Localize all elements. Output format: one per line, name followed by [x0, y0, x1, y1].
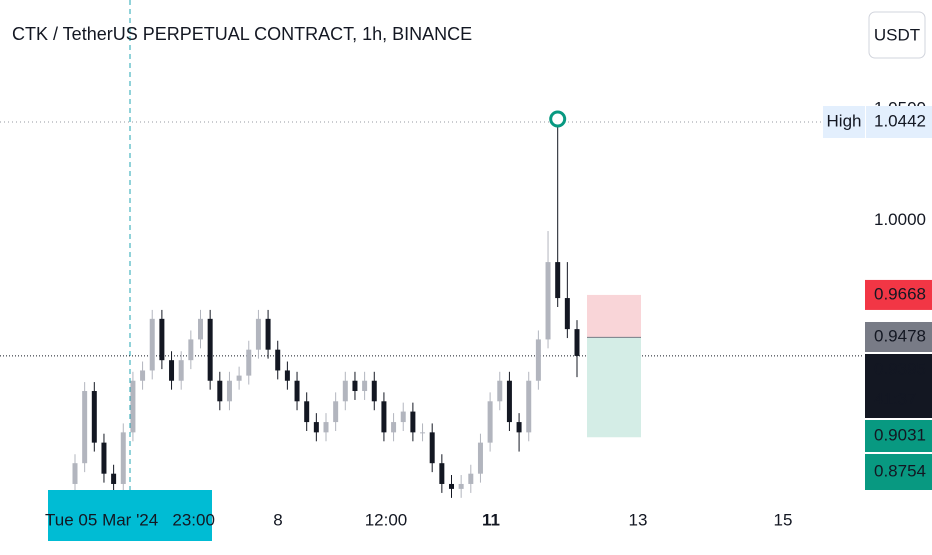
countdown-label: 41:37 [874, 389, 917, 408]
high-label-box [823, 105, 865, 138]
x-tick-label: 13 [629, 510, 648, 529]
high-value: 1.0442 [874, 111, 926, 130]
candle-body [458, 483, 464, 489]
candle-body [111, 473, 117, 484]
candle-body [284, 370, 290, 381]
high-marker [549, 110, 567, 128]
candle-body [526, 380, 532, 433]
candle-body [371, 380, 377, 402]
price-label: 0.9395 [874, 359, 926, 378]
candle-body [323, 422, 329, 433]
candle-body [391, 422, 397, 433]
candle-body [207, 318, 213, 381]
candle-body [178, 360, 184, 381]
crosshair-time-box [48, 490, 212, 541]
candle-body [255, 318, 261, 350]
candle-body [555, 262, 561, 299]
candle-body [294, 380, 300, 402]
high-value-box [866, 105, 932, 138]
y-tick-label: 1.0000 [874, 210, 926, 229]
candle-body [313, 422, 319, 433]
candle-body [449, 483, 454, 489]
candle-body [91, 391, 97, 443]
candle-body [477, 442, 483, 474]
candle-body [265, 318, 271, 350]
candle-body [545, 262, 551, 340]
candle-body [82, 391, 88, 464]
candle-body [506, 380, 512, 423]
target-zone [587, 337, 641, 438]
x-tick-label: 8 [273, 510, 282, 529]
price-label: 0.9668 [874, 284, 926, 303]
candle-body [400, 411, 406, 423]
currency-text[interactable]: USDT [874, 25, 920, 44]
candle-body [410, 411, 416, 433]
candle-body [429, 432, 435, 464]
candle-body [574, 329, 580, 356]
candle-body [226, 380, 232, 402]
candle-body [535, 339, 541, 381]
candle-body [275, 349, 281, 371]
candle-body [198, 318, 203, 340]
price-label-box [865, 454, 932, 490]
candle-body [217, 380, 223, 402]
candle-body [468, 473, 474, 484]
candle-body [236, 375, 242, 381]
candle-body [342, 380, 348, 402]
candle-body [333, 401, 339, 423]
candle-body [149, 318, 155, 371]
price-label-box [865, 420, 932, 452]
x-tick-label: 15 [774, 510, 793, 529]
candle-body [420, 432, 426, 434]
high-label: High [827, 111, 862, 130]
candle-body [246, 349, 252, 376]
candle-body [439, 463, 445, 484]
candle-body [159, 318, 165, 361]
stop-zone [587, 294, 641, 338]
price-label: 0.9031 [874, 425, 926, 444]
candle-body [304, 401, 310, 423]
candle-body [516, 422, 522, 433]
candle-body [140, 370, 146, 381]
candle-body [101, 442, 107, 474]
price-label: 0.9478 [874, 326, 926, 345]
crosshair-time-label: Tue 05 Mar '24 23:00 [45, 510, 215, 529]
x-tick-label: 12:00 [365, 510, 408, 529]
currency-button[interactable] [868, 11, 926, 59]
chart-title: CTK / TetherUS PERPETUAL CONTRACT, 1h, B… [12, 24, 472, 44]
candle-body [381, 401, 387, 433]
candle-body [497, 380, 503, 402]
x-tick-label: 11 [482, 510, 500, 529]
candle-body [130, 380, 136, 433]
price-label-box [865, 354, 932, 418]
price-label-box [865, 322, 932, 352]
candle-body [188, 339, 194, 361]
candle-body [362, 380, 368, 392]
candle-body [487, 401, 493, 443]
candle-body [564, 298, 570, 330]
candle-body [72, 463, 78, 484]
candle-body [352, 380, 358, 392]
price-label-box [865, 279, 932, 310]
candle-body [120, 432, 126, 484]
price-label: 0.8754 [874, 461, 926, 480]
candle-body [169, 360, 175, 381]
